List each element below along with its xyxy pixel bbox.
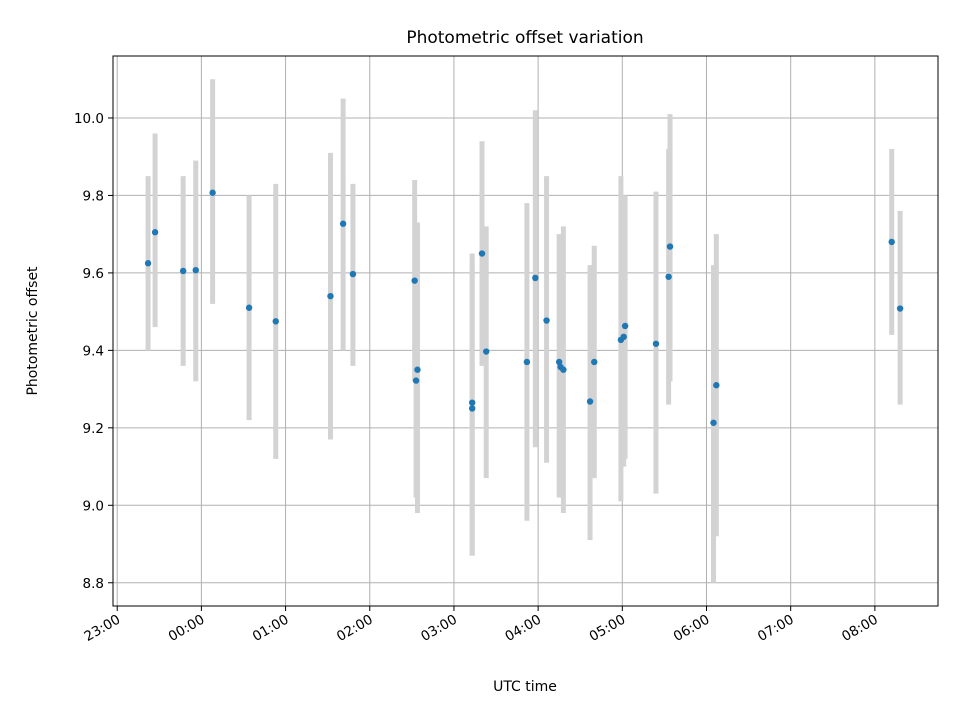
data-point [560, 366, 567, 373]
data-point [532, 274, 539, 282]
data-point [209, 189, 216, 196]
data-point [144, 260, 152, 267]
data-point [414, 366, 421, 373]
y-tick-label: 9.0 [83, 498, 104, 514]
data-point [523, 358, 531, 366]
data-point [586, 398, 594, 405]
data-point [621, 322, 629, 330]
data-point [349, 270, 357, 278]
x-tick-label: 03:00 [418, 612, 460, 645]
data-point [652, 340, 660, 347]
data-point [483, 348, 490, 355]
data-point [411, 277, 418, 284]
data-point [710, 419, 717, 426]
y-tick-label: 8.8 [83, 576, 104, 592]
data-point [468, 405, 476, 412]
data-point [591, 358, 598, 366]
x-axis-label: UTC time [493, 679, 557, 695]
y-tick-label: 9.4 [83, 343, 104, 359]
y-tick-label: 9.2 [83, 421, 104, 437]
x-tick-label: 00:00 [166, 612, 208, 645]
x-tick-label: 04:00 [502, 612, 544, 645]
error-bars [145, 79, 903, 583]
data-points [144, 189, 904, 426]
x-tick-label: 05:00 [587, 612, 629, 645]
data-point [179, 267, 187, 275]
data-point [339, 220, 347, 227]
data-point [468, 399, 476, 406]
data-point [543, 317, 550, 324]
x-tick-label: 02:00 [334, 612, 376, 645]
y-tick-label: 9.8 [83, 188, 104, 204]
data-point [713, 382, 720, 389]
y-tick-label: 9.6 [83, 266, 104, 282]
data-point [151, 229, 159, 236]
x-axis: 23:00 00:00 01:00 02:00 03:00 04:00 05:00 06:00… [82, 606, 881, 645]
x-tick-label: 01:00 [250, 612, 292, 645]
y-tick-label: 10.0 [74, 111, 104, 127]
y-axis: 8.8 9.0 9.2 9.4 9.6 9.8 10.0 [74, 111, 113, 592]
data-point [896, 305, 904, 312]
data-point [327, 292, 334, 300]
data-point [192, 266, 199, 274]
data-point [245, 304, 253, 311]
data-point [620, 333, 627, 341]
x-tick-label: 06:00 [671, 612, 713, 645]
data-point [272, 318, 279, 325]
data-point [555, 358, 563, 366]
x-tick-label: 08:00 [839, 612, 881, 645]
y-axis-label: Photometric offset [25, 266, 41, 396]
data-point [888, 238, 895, 246]
data-point [665, 273, 672, 280]
chart-title: Photometric offset variation [406, 28, 643, 48]
plot-frame [112, 55, 939, 607]
x-tick-label: 23:00 [82, 612, 124, 645]
data-point [478, 250, 486, 257]
x-tick-label: 07:00 [755, 612, 797, 645]
data-point [412, 377, 420, 384]
data-point [666, 243, 674, 250]
